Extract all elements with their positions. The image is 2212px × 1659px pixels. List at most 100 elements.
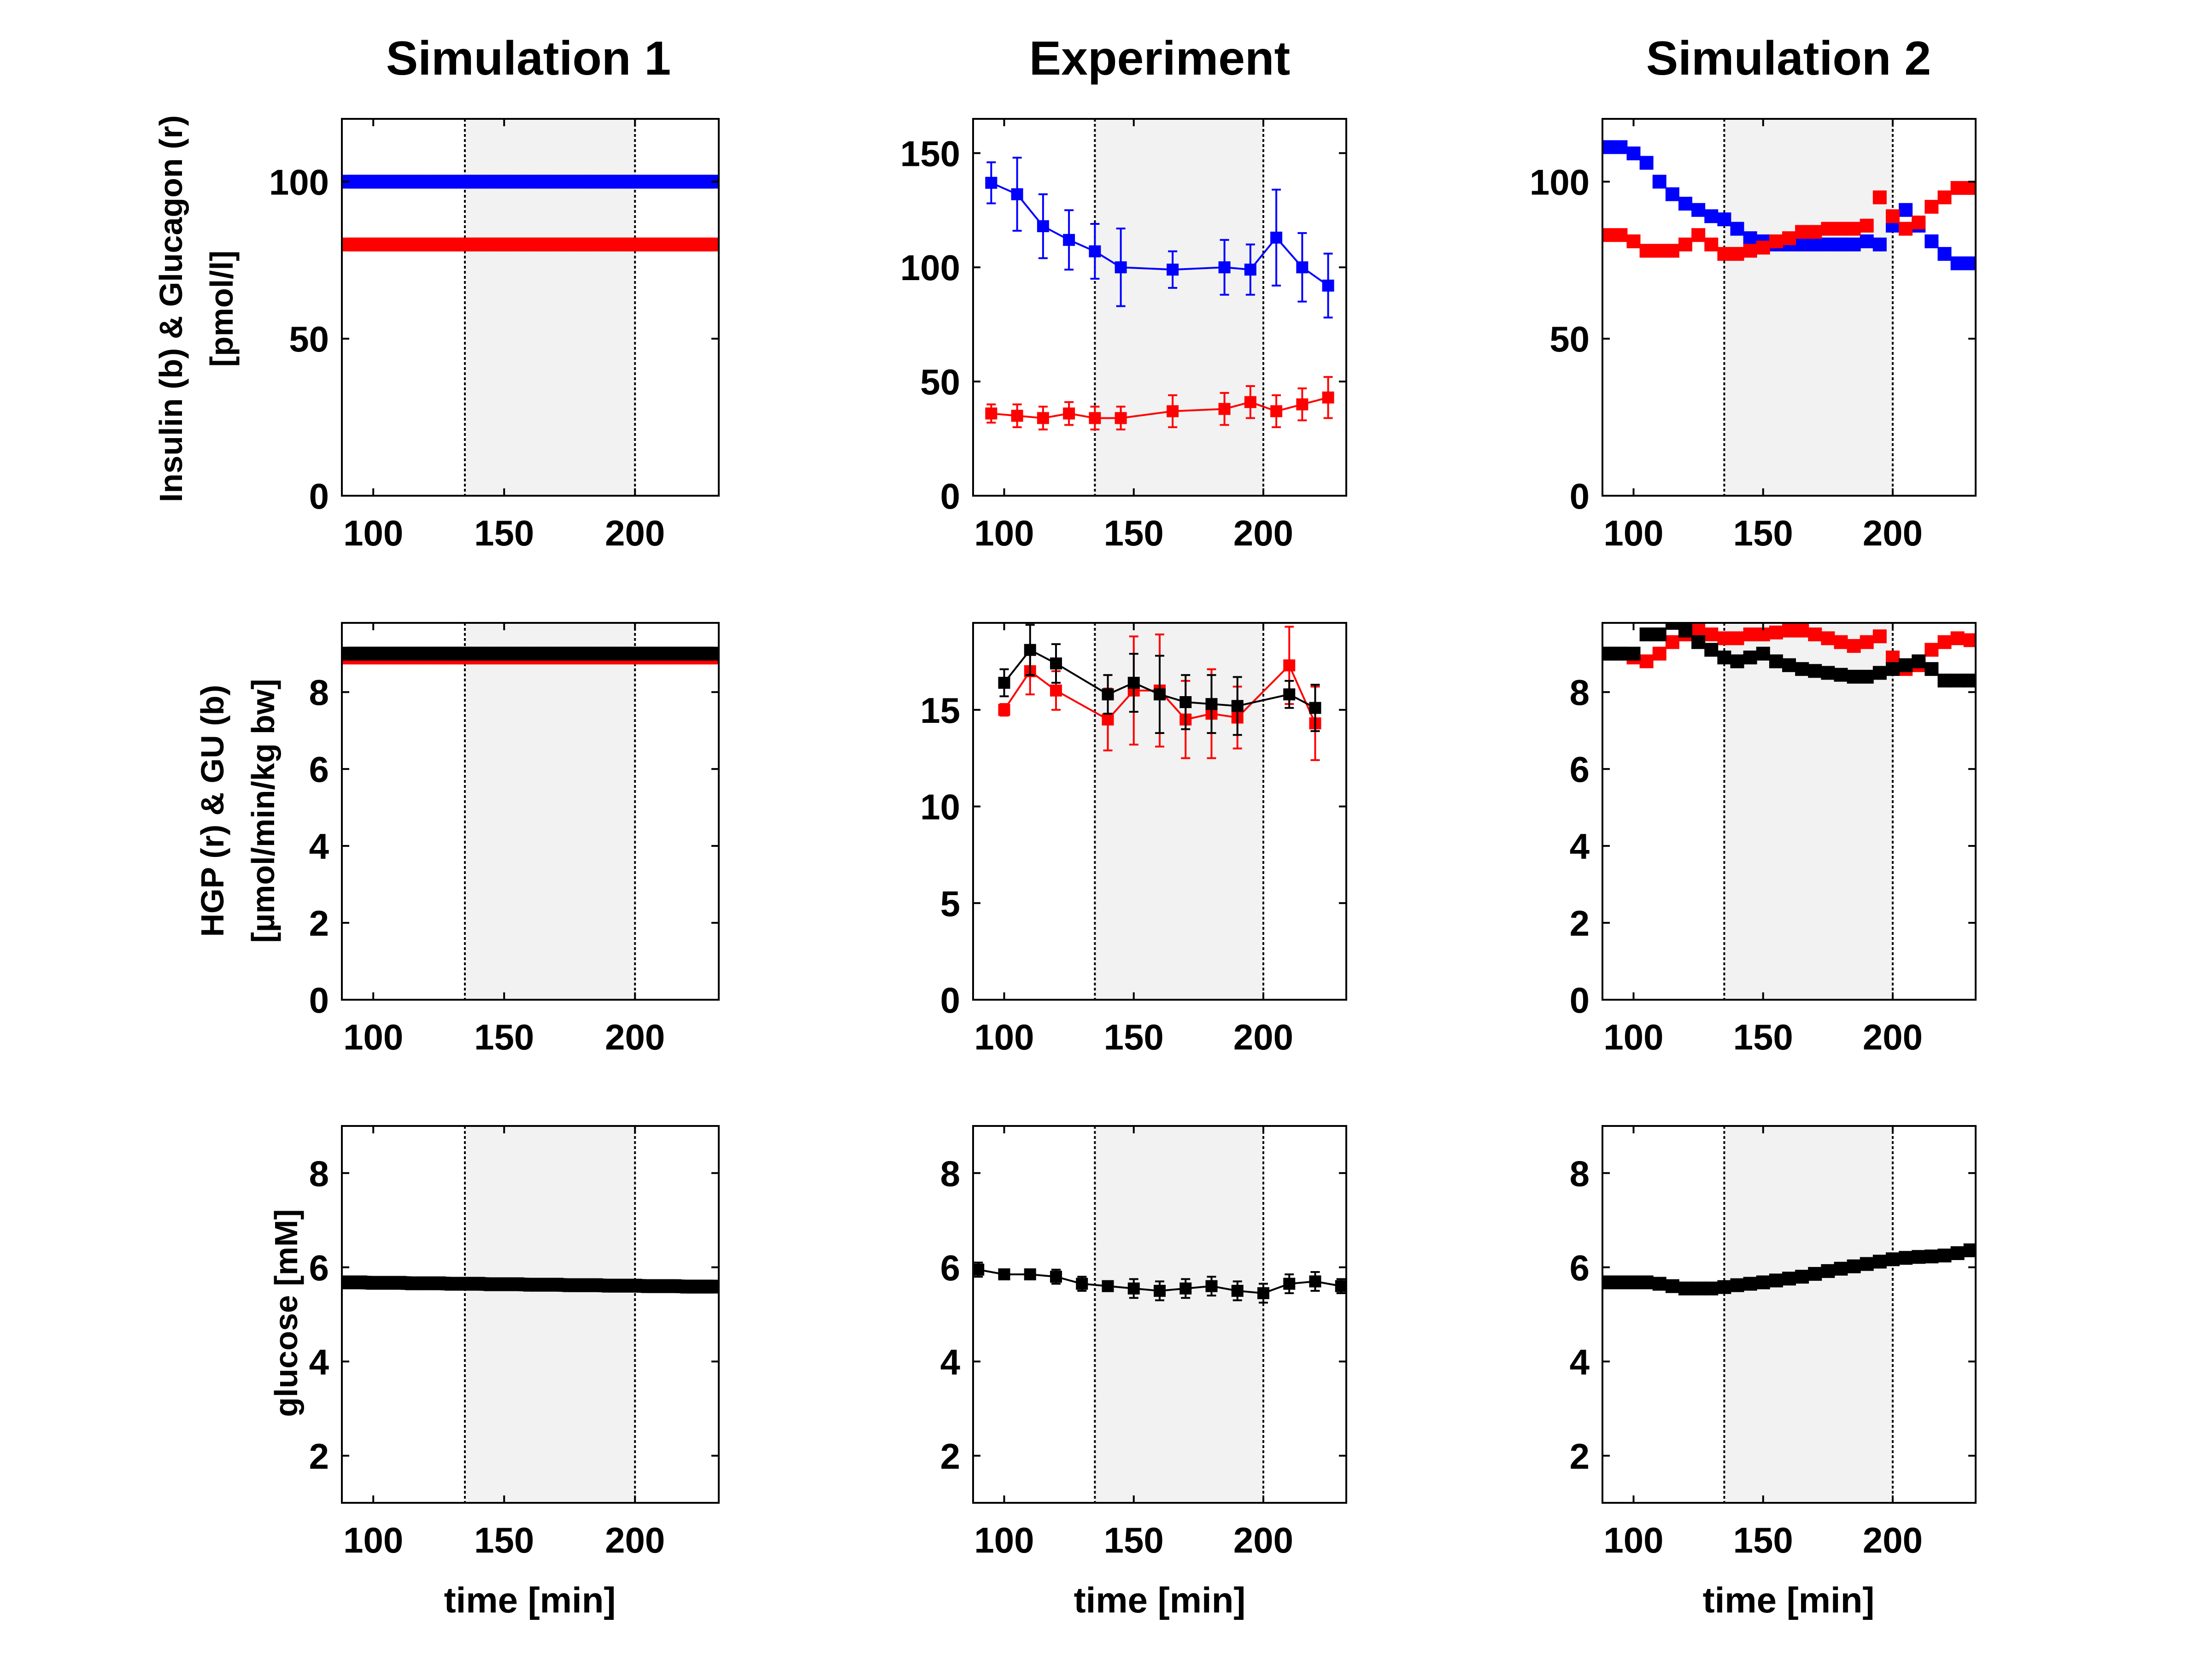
data-point (563, 1278, 577, 1292)
data-point (510, 1277, 524, 1291)
data-point (1218, 261, 1231, 274)
data-point (693, 646, 708, 661)
y-tick-label: 150 (900, 133, 960, 174)
data-point (1743, 244, 1757, 258)
data-point (1691, 635, 1706, 649)
data-point (445, 175, 459, 189)
series-black (1602, 1243, 1976, 1296)
axes-box (341, 1125, 720, 1504)
y-tick-label: 6 (309, 1248, 329, 1288)
data-point (1950, 1246, 1965, 1260)
data-point (641, 646, 655, 661)
data-point (1652, 646, 1666, 661)
data-point (1886, 209, 1900, 223)
data-point (1665, 635, 1679, 649)
data-point (563, 646, 577, 661)
data-point (405, 237, 420, 252)
data-point (563, 237, 577, 252)
xlabel-col3: time [min] (1703, 1580, 1875, 1620)
data-point (536, 237, 551, 252)
data-point (1924, 234, 1939, 248)
data-point (1924, 199, 1939, 214)
y-tick-label: 100 (269, 162, 329, 202)
data-point (1050, 657, 1062, 670)
data-point (575, 237, 590, 252)
y-tick-label: 2 (309, 903, 329, 944)
data-point (1756, 646, 1770, 661)
shaded-interval (464, 623, 635, 1000)
column-title-simulation-2: Simulation 2 (1646, 32, 1931, 85)
data-point (1652, 627, 1666, 642)
y-tick-label: 5 (940, 883, 960, 924)
data-point (615, 175, 629, 189)
data-point (1167, 405, 1179, 417)
shaded-interval (1095, 623, 1263, 1000)
data-point (471, 646, 485, 661)
data-point (523, 646, 537, 661)
data-point (1244, 396, 1256, 408)
data-point (1717, 247, 1731, 261)
data-point (693, 1279, 708, 1294)
data-point (1808, 237, 1822, 252)
data-point (1691, 228, 1706, 242)
y-tick-label: 10 (920, 787, 960, 827)
data-point (1899, 658, 1913, 672)
x-tick-label: 150 (1104, 513, 1164, 553)
data-point (1782, 1272, 1796, 1286)
data-point (1821, 666, 1835, 680)
data-point (1270, 231, 1283, 244)
y-tick-label: 0 (309, 476, 329, 516)
data-point (1704, 627, 1719, 642)
data-point (432, 237, 446, 252)
data-point (1011, 188, 1023, 200)
data-point (1795, 1270, 1809, 1284)
data-point (1899, 203, 1913, 217)
data-point (523, 175, 537, 189)
data-point (654, 1279, 669, 1293)
shaded-interval (1724, 1126, 1893, 1503)
y-tick-label: 0 (1570, 980, 1590, 1020)
data-point (1808, 225, 1822, 239)
y-tick-label: 8 (1570, 672, 1590, 713)
data-point (366, 237, 381, 252)
data-point (1309, 702, 1321, 714)
data-point (353, 646, 367, 661)
y-tick-label: 4 (1570, 1342, 1590, 1382)
data-point (1821, 631, 1835, 645)
data-point (680, 237, 694, 252)
axes-box (1602, 1125, 1977, 1504)
data-point (1847, 1259, 1861, 1273)
data-point (1270, 405, 1283, 417)
data-point (1102, 1280, 1114, 1292)
data-point (563, 175, 577, 189)
y-tick-label: 0 (1570, 476, 1590, 516)
data-point (1665, 623, 1679, 630)
data-point (1782, 623, 1796, 638)
data-point (1886, 651, 1900, 665)
data-point (615, 646, 629, 661)
data-point (1335, 1280, 1346, 1292)
data-point (1886, 662, 1900, 676)
y-tick-label: 4 (940, 1342, 960, 1382)
data-point (628, 646, 642, 661)
data-point (1115, 261, 1127, 274)
data-point (1717, 631, 1731, 645)
data-point (693, 175, 708, 189)
x-tick-label: 150 (474, 1520, 534, 1560)
data-point (998, 703, 1010, 716)
data-point (1231, 1284, 1244, 1297)
data-point (1309, 1275, 1321, 1288)
data-point (1179, 1282, 1192, 1295)
data-point (510, 175, 524, 189)
data-point (654, 237, 669, 252)
data-point (1808, 1267, 1822, 1281)
x-tick-label: 100 (974, 1017, 1034, 1057)
axes-box (341, 118, 720, 497)
data-point (615, 237, 629, 252)
data-point (1127, 677, 1140, 689)
data-point (1872, 629, 1887, 644)
ylabel-row1-line1: Insulin (b) & Glucagon (r) (153, 115, 189, 502)
x-tick-label: 150 (474, 1017, 534, 1057)
data-point (973, 1263, 985, 1276)
data-point (1626, 234, 1641, 248)
